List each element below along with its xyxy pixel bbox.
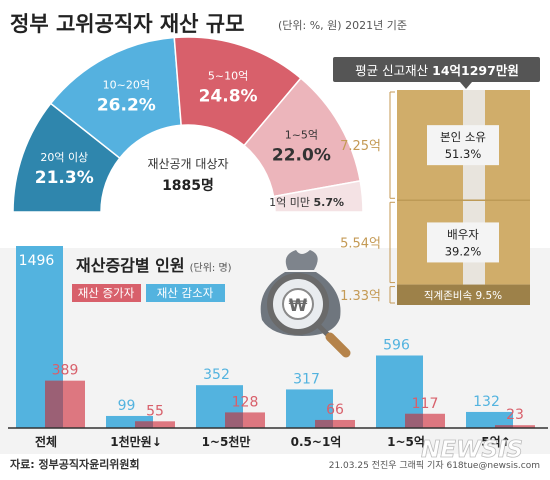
box-share-직계존비속: 9.5% [475,290,502,302]
box-share-본인-소유: 51.3% [445,147,482,161]
box-label-bg-본인-소유 [427,125,499,166]
bar-overlap-전체 [45,380,63,428]
donut-label-5~10억: 5~10억 [208,69,248,82]
x-tick-1~5천만: 1~5천만 [202,434,251,449]
box-label-직계존비속: 직계존비속 9.5% [424,290,502,302]
average-assets-pointer [460,82,472,89]
bar-chart-title: 재산증감별 인원 (단위: 명) [76,256,232,275]
bar-overlap-5억- [495,425,513,428]
bar-chart-title-text: 재산증감별 인원 [76,256,185,275]
x-tick-1~5억: 1~5억 [387,435,425,449]
svg-text:₩: ₩ [289,296,308,316]
donut-label-1억-미만: 1억 미만 5.7% [269,196,344,209]
bar-overlap-1~5천만 [225,412,243,428]
donut-value-1~5억: 22.0% [272,145,331,165]
credit-text: 21.03.25 전진우 그래픽 기자 618tue@newsis.com [329,460,540,471]
source-text: 자료: 정부공직자윤리위원회 [10,457,140,471]
bar-increase-1천만원- [135,421,175,428]
legend-increase-swatch [72,284,141,302]
box-amount-직계존비속: 1.33억 [340,289,381,304]
bar-decrease-label-1~5억: 596 [383,337,410,353]
x-tick-0.5~1억: 0.5~1억 [291,435,342,449]
donut-label-20억-이상: 20억 이상 [40,151,88,164]
box-label-text-직계존비속: 직계존비속 [424,290,476,302]
legend-decrease-swatch [146,284,225,302]
donut-label-text-1억-미만: 1억 미만 [269,196,313,209]
bar-decrease-label-0.5~1억: 317 [293,371,320,387]
donut-label-10~20억: 10~20억 [103,78,150,91]
box-amount-배우자: 5.54억 [340,236,381,251]
bar-decrease-label-5억-: 132 [473,394,500,410]
page-title: 정부 고위공직자 재산 규모 [10,12,244,36]
newsis-watermark: NEWSIS [421,437,523,463]
box-label-bg-배우자 [427,222,499,263]
donut-value-1억-미만: 5.7% [313,196,344,209]
bar-increase-label-1~5억: 117 [412,396,439,412]
average-assets-title: 평균 신고재산 14억1297만원 [355,63,519,78]
average-assets-title-text: 평균 신고재산 [355,63,428,78]
bar-increase-5억- [495,425,535,428]
bar-decrease-label-1천만원-: 99 [118,398,136,414]
bar-decrease-5억- [466,411,513,428]
bar-overlap-1천만원- [135,421,153,428]
average-assets-title-value: 14억1297만원 [432,63,519,78]
box-segment-직계존비속 [397,284,530,305]
box-share-배우자: 39.2% [445,244,482,258]
x-tick-5억-: 5억↑ [481,435,510,449]
bar-overlap-0.5~1억 [315,419,333,428]
bar-increase-0.5~1억 [315,419,355,428]
bar-chart-unit: (단위: 명) [190,261,232,274]
x-tick-전체: 전체 [35,434,57,449]
bar-increase-label-0.5~1억: 66 [326,402,344,418]
bar-overlap-1~5억 [405,413,423,428]
donut-value-5~10억: 24.8% [199,86,258,106]
bar-increase-label-1천만원-: 55 [146,403,164,419]
box-amount-본인-소유: 7.25억 [340,139,381,154]
bar-decrease-label-1~5천만: 352 [203,367,230,383]
donut-value-20억-이상: 21.3% [35,168,94,188]
legend-decrease-label: 재산 감소자 [157,286,214,300]
money-bag-magnifier-icon: ₩ [260,250,351,358]
x-tick-1천만원-: 1천만원↓ [110,434,162,449]
donut-value-10~20억: 26.2% [97,95,156,115]
donut-slice-1억-미만 [272,179,364,213]
legend-increase-label: 재산 증가자 [78,286,135,300]
unit-note: (단위: %, 원) 2021년 기준 [278,19,407,32]
bar-decrease-label-전체: 1496 [19,253,55,269]
box-label-본인-소유: 본인 소유 [440,130,486,144]
average-assets-title-bar [333,57,540,82]
bar-increase-label-5억-: 23 [506,407,524,423]
donut-label-1~5억: 1~5억 [285,128,318,141]
bar-increase-label-1~5천만: 128 [232,394,259,410]
bar-increase-label-전체: 389 [52,363,79,379]
asset-scale-donut-chart: 20억 이상 21.3% 10~20억 26.2% 5~10억 24.8% 1~5억 22.0… [12,36,364,213]
box-label-배우자: 배우자 [447,227,479,241]
donut-center-value: 1885명 [162,177,214,194]
donut-center-label: 재산공개 대상자 [147,157,228,171]
